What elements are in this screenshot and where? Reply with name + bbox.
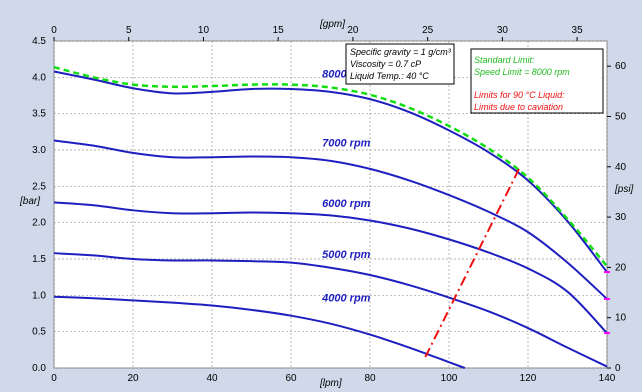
x-bottom-tick-label: 80: [364, 373, 376, 384]
specs-line-3: Liquid Temp.: 40 °C: [350, 71, 429, 81]
limits-green-line-2: Speed Limit = 8000 rpm: [474, 67, 570, 77]
rpm-curve-1: [53, 139, 608, 300]
y-left-tick-label: 3.5: [32, 109, 46, 120]
y-left-tick-label: 1.0: [32, 290, 46, 301]
rpm-label: 4000 rpm: [321, 293, 371, 305]
y-left-tick-label: 0.0: [32, 363, 46, 374]
rpm-curve-3: [53, 252, 608, 368]
x-bottom-tick-label: 0: [51, 373, 57, 384]
x-bottom-tick-label: 40: [206, 373, 218, 384]
x-bottom-tick-label: 60: [285, 373, 297, 384]
y-right-tick-label: 0: [615, 363, 621, 374]
x-top-axis-label: [gpm]: [319, 19, 345, 30]
y-right-tick-label: 30: [615, 212, 627, 223]
specs-line-2: Viscosity = 0.7 cP: [350, 59, 421, 69]
x-top-tick-label: 25: [422, 25, 434, 36]
y-right-axis-label: [psi]: [614, 184, 634, 195]
y-left-tick-label: 2.0: [32, 218, 46, 229]
x-bottom-tick-label: 20: [127, 373, 139, 384]
x-top-tick-label: 5: [126, 25, 132, 36]
rpm-curve-2: [53, 201, 608, 334]
limits-red-line-2: Limits due to caviation: [474, 102, 563, 112]
limits-red-line-1: Limits for 90 °C Liquid:: [474, 90, 565, 100]
y-right-tick-label: 50: [615, 111, 627, 122]
y-right-tick-label: 20: [615, 262, 627, 273]
rpm-curve-0: [53, 70, 608, 273]
x-bottom-tick-label: 100: [441, 373, 458, 384]
specs-line-1: Specific gravity = 1 g/cm³: [350, 47, 452, 57]
y-left-tick-label: 4.0: [32, 72, 46, 83]
y-right-tick-label: 10: [615, 313, 627, 324]
rpm-label: 5000 rpm: [322, 249, 371, 261]
x-top-tick-label: 15: [273, 25, 285, 36]
x-bottom-tick-label: 120: [520, 373, 537, 384]
limits-green-line-1: Standard Limit:: [474, 55, 535, 65]
limits-note-box: Standard Limit: Speed Limit = 8000 rpm L…: [470, 48, 604, 114]
specs-note-box: Specific gravity = 1 g/cm³ Viscosity = 0…: [345, 43, 455, 85]
y-left-tick-label: 3.0: [32, 145, 46, 156]
y-left-tick-label: 0.5: [32, 327, 46, 338]
x-top-tick-label: 10: [198, 25, 210, 36]
y-left-tick-label: 4.5: [32, 36, 46, 47]
rpm-label: 6000 rpm: [322, 198, 371, 210]
series-lines: [53, 65, 608, 369]
speed-limit-curve: [53, 65, 608, 268]
x-bottom-axis-label: [lpm]: [319, 378, 342, 389]
cavitation-limit-line: [424, 166, 521, 358]
x-bottom-tick-label: 140: [599, 373, 616, 384]
rpm-label: 7000 rpm: [322, 138, 371, 150]
y-left-axis-label: [bar]: [19, 196, 40, 207]
y-left-tick-label: 2.5: [32, 181, 46, 192]
y-left-tick-label: 1.5: [32, 254, 46, 265]
y-right-tick-label: 40: [615, 162, 627, 173]
grid-lines: [53, 40, 608, 369]
x-top-tick-label: 0: [51, 25, 57, 36]
axis-ticks: 0.0 0.5 1.0 1.5 2.0 2.5 3.0 3.5 4.0 4.5 0 20 40 60 80 1…: [32, 25, 626, 384]
x-top-tick-label: 30: [497, 25, 509, 36]
x-top-tick-label: 20: [347, 25, 359, 36]
x-top-tick-label: 35: [572, 25, 584, 36]
endpoint-markers: [604, 271, 610, 335]
rpm-curve-4: [53, 295, 466, 369]
y-right-tick-label: 60: [615, 61, 627, 72]
